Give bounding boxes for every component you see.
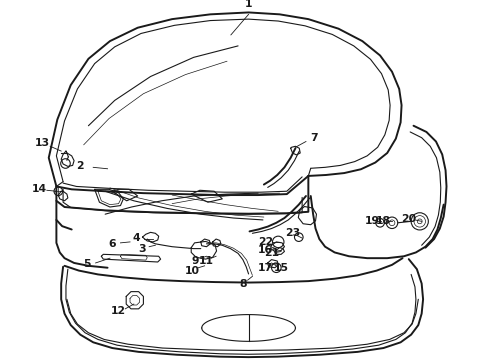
Text: 22: 22 [258, 237, 273, 247]
Text: 19: 19 [365, 216, 379, 226]
Text: 1: 1 [245, 0, 252, 9]
Text: 12: 12 [111, 306, 126, 316]
Text: 7: 7 [311, 133, 319, 143]
Text: 5: 5 [83, 260, 91, 269]
Text: 15: 15 [273, 263, 289, 273]
Text: 21: 21 [264, 248, 279, 258]
Text: 18: 18 [376, 216, 391, 226]
Text: 23: 23 [285, 228, 300, 238]
Text: 13: 13 [34, 139, 49, 148]
Text: 11: 11 [199, 256, 214, 266]
Text: 4: 4 [132, 233, 140, 243]
Text: 9: 9 [191, 256, 199, 266]
Text: 14: 14 [32, 184, 47, 194]
Text: 20: 20 [401, 214, 416, 224]
Text: 6: 6 [108, 239, 116, 249]
Text: 3: 3 [139, 244, 146, 253]
Text: 16: 16 [258, 245, 273, 255]
Text: 2: 2 [76, 161, 84, 171]
Text: 8: 8 [239, 279, 246, 288]
Text: 17: 17 [258, 263, 273, 273]
Text: 10: 10 [185, 266, 199, 276]
